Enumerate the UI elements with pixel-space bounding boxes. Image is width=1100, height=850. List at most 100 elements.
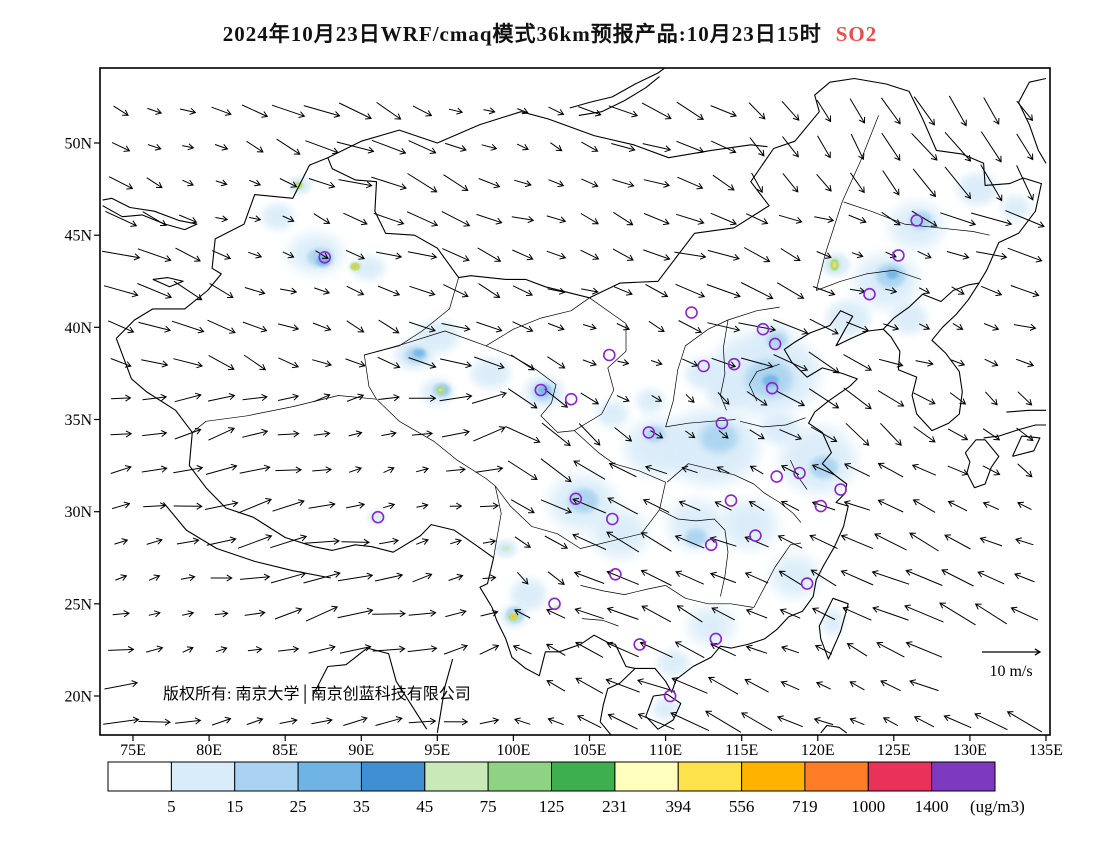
wind-arrow <box>641 605 672 623</box>
wind-arrow <box>376 101 402 120</box>
wind-arrow <box>449 502 463 510</box>
border-path <box>720 530 729 597</box>
city-marker <box>814 499 828 513</box>
wind-arrow <box>173 358 204 369</box>
wind-arrow <box>478 178 501 189</box>
wind-arrow <box>108 176 134 190</box>
wind-arrow <box>606 606 639 620</box>
wind-arrow <box>238 498 273 514</box>
concentration-blob <box>685 528 707 547</box>
wind-arrow <box>918 287 931 294</box>
wind-arrow <box>450 538 462 546</box>
frame-rect <box>99 67 1051 736</box>
concentration-blob <box>625 419 691 476</box>
wind-arrow <box>776 282 805 299</box>
wind-arrow <box>911 463 937 476</box>
colorbar-units: (ug/m3) <box>970 797 1025 816</box>
wind-arrow <box>147 107 163 115</box>
wind-arrow <box>881 132 901 162</box>
wind-arrow <box>544 389 569 408</box>
concentration-blob <box>685 357 722 390</box>
concentration-blob <box>636 389 665 414</box>
wind-arrow <box>780 500 800 512</box>
concentration-blob <box>759 412 800 445</box>
wind-arrow <box>814 644 833 655</box>
wind-arrow <box>605 678 640 693</box>
wind-arrow <box>147 143 162 151</box>
wind-arrow <box>812 286 836 297</box>
wind-arrow <box>809 318 839 335</box>
wind-arrow <box>208 427 235 441</box>
wind-arrow <box>705 710 742 733</box>
wind-arrow <box>206 536 237 546</box>
coastline-path <box>599 668 636 735</box>
y-tick-label: 50N <box>64 136 92 153</box>
wind-arrow <box>808 388 840 409</box>
wind-arrow <box>671 677 708 694</box>
city-marker <box>534 383 548 397</box>
border-path <box>574 297 627 431</box>
wind-arrow <box>240 573 271 581</box>
border-path <box>580 585 666 595</box>
wind-arrow <box>176 537 200 545</box>
colorbar-cell <box>107 761 172 792</box>
coastline-path <box>1018 77 1047 164</box>
wind-arrow <box>409 285 436 297</box>
border-path <box>665 585 754 608</box>
wind-arrow <box>675 570 705 585</box>
wind-arrow <box>443 174 469 192</box>
wind-arrow <box>173 502 203 510</box>
wind-arrow <box>808 351 840 374</box>
wind-arrow <box>773 319 809 335</box>
wind-arrow <box>348 430 363 438</box>
wind-arrow <box>211 106 232 116</box>
coastline-path <box>569 68 666 109</box>
wind-arrow <box>277 430 300 438</box>
colorbar-label: 5 <box>167 797 176 816</box>
wind-arrow <box>479 644 500 655</box>
wind-arrow <box>904 604 944 623</box>
wind-arrow <box>905 641 943 658</box>
city-marker <box>749 529 762 542</box>
wind-arrow <box>711 357 737 369</box>
wind-arrow <box>516 143 529 151</box>
wind-arrow <box>670 711 710 732</box>
wind-arrow <box>382 502 396 510</box>
wind-arrow <box>442 248 470 262</box>
wind-arrow <box>876 641 905 658</box>
wind-arrow <box>848 214 867 224</box>
wind-arrow <box>608 105 639 118</box>
wind-arrow <box>513 717 531 725</box>
wind-arrow <box>613 286 633 296</box>
wind-arrow <box>173 465 204 474</box>
wind-arrow <box>412 105 433 117</box>
wind-arrow <box>849 98 865 124</box>
wind-arrow <box>816 173 832 192</box>
wind-arrow <box>1007 247 1043 263</box>
wind-arrow <box>241 104 269 118</box>
wind-arrow <box>279 178 298 188</box>
wind-arrow <box>408 717 437 725</box>
wind-arrow <box>751 172 763 194</box>
wind-arrow <box>271 104 306 118</box>
wind-arrow <box>207 393 236 402</box>
colorbar-label: 231 <box>602 797 628 816</box>
wind-arrow <box>439 358 473 369</box>
wind-arrow <box>108 646 135 654</box>
wind-arrow <box>336 141 375 154</box>
x-tick-label: 100E <box>497 742 531 759</box>
wind-arrow <box>940 212 977 227</box>
wind-arrow <box>813 717 834 726</box>
wind-arrow <box>573 571 605 584</box>
wind-arrow <box>303 105 341 118</box>
wind-arrow <box>408 609 437 617</box>
wind-arrow <box>877 499 904 513</box>
wind-arrow <box>911 210 938 227</box>
border-path <box>192 395 377 433</box>
wind-arrow <box>341 538 370 546</box>
wind-arrow <box>373 212 405 226</box>
colorbar-cell <box>804 761 869 792</box>
wind-arrow <box>982 465 1001 476</box>
wind-arrow <box>215 215 229 223</box>
wind-arrow <box>578 423 601 446</box>
